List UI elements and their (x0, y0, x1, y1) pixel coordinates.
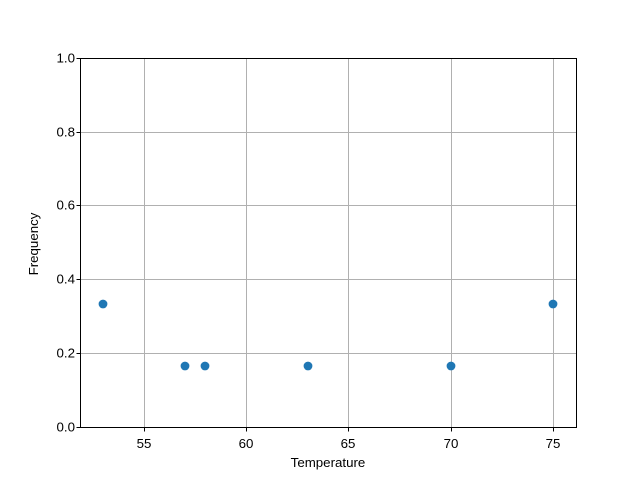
svg-text:0.6: 0.6 (57, 198, 76, 213)
svg-text:0.2: 0.2 (57, 346, 76, 361)
svg-text:Frequency: Frequency (26, 212, 41, 275)
svg-text:0.4: 0.4 (57, 272, 76, 287)
svg-text:65: 65 (341, 436, 356, 451)
svg-text:0.0: 0.0 (57, 420, 76, 435)
svg-text:75: 75 (546, 436, 561, 451)
svg-text:Temperature: Temperature (291, 455, 366, 470)
svg-text:55: 55 (137, 436, 152, 451)
svg-text:0.8: 0.8 (57, 125, 76, 140)
svg-text:60: 60 (239, 436, 254, 451)
svg-text:70: 70 (444, 436, 459, 451)
svg-text:1.0: 1.0 (57, 51, 76, 66)
